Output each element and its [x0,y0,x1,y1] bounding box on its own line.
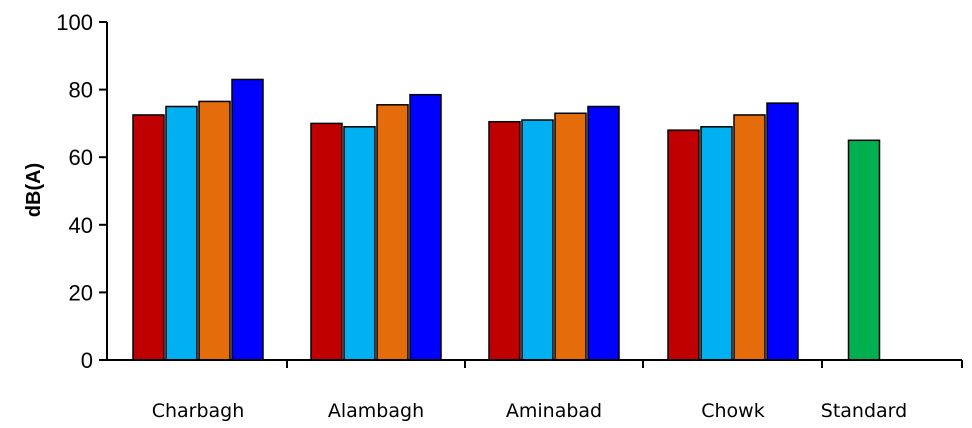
bar-standard-5 [847,139,881,361]
bar-charbagh-3 [198,100,231,361]
bar-chowk-3 [733,114,766,361]
bar-aminabad-3 [554,112,587,361]
bar-aminabad-4 [587,105,620,361]
bar-charbagh-1 [132,114,165,361]
bar-chowk-1 [667,129,700,361]
y-tick-label: 40 [69,213,93,238]
x-category-label: Charbagh [152,400,245,422]
y-tick-label: 60 [69,145,93,170]
bar-alambagh-4 [409,93,442,361]
bar-alambagh-3 [376,104,409,361]
y-tick-label: 80 [69,78,93,103]
bar-alambagh-2 [343,126,376,361]
y-tick-label: 100 [56,10,93,35]
y-tick-label: 0 [81,348,93,373]
bar-alambagh-1 [310,122,343,361]
x-category-label: Chowk [701,400,764,422]
bar-aminabad-2 [521,119,554,361]
x-axis-ticks: Charbagh Alambagh Aminabad Chowk Standard [152,360,963,422]
bar-chowk-4 [766,102,799,361]
bar-chowk-2 [700,126,733,361]
x-category-label: Alambagh [328,400,424,422]
y-axis-ticks: 0 20 40 60 80 100 [56,10,107,373]
y-tick-label: 20 [69,280,93,305]
bar-aminabad-1 [488,120,521,361]
bar-charbagh-4 [231,78,264,361]
x-category-label: Aminabad [506,400,602,422]
x-category-label: Standard [821,400,907,422]
bars-group [132,78,881,361]
bar-charbagh-2 [165,105,198,361]
y-axis-title: dB(A) [23,163,45,217]
